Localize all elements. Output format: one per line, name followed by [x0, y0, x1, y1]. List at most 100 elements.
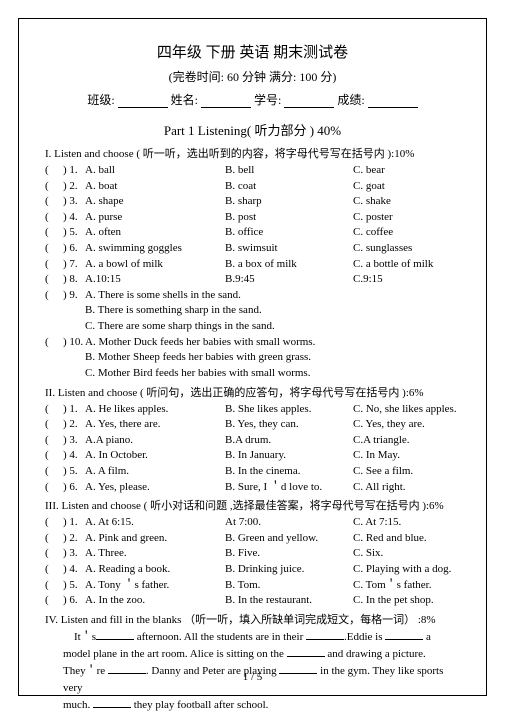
opt-c: C. Red and blue.: [353, 531, 460, 547]
opt-c: C. No, she likes apples.: [353, 402, 460, 418]
opt-a: A. In the zoo.: [85, 593, 225, 609]
opt-b: B. She likes apples.: [225, 402, 353, 418]
page-footer: 1 / 5: [19, 671, 486, 683]
score-blank[interactable]: [368, 96, 418, 108]
opt-b: B. Yes, they can.: [225, 417, 353, 433]
opt-a: A. A film.: [85, 464, 225, 480]
opt-b: B. post: [225, 210, 353, 226]
paren[interactable]: (: [45, 433, 63, 449]
paren[interactable]: (: [45, 402, 63, 418]
paren[interactable]: (: [45, 241, 63, 257]
opt-b: B. In January.: [225, 448, 353, 464]
qnum: ) 5.: [63, 578, 85, 594]
blank-2[interactable]: [306, 629, 344, 640]
opt-a: A. boat: [85, 179, 225, 195]
q10: () 10.A. Mother Duck feeds her babies wi…: [45, 335, 460, 351]
score-label: 成绩:: [337, 93, 364, 107]
opt-b: B. In the cinema.: [225, 464, 353, 480]
opt-c: C. In the pet shop.: [353, 593, 460, 609]
opt-a: A. In October.: [85, 448, 225, 464]
opt-c: C. At 7:15.: [353, 515, 460, 531]
subtitle: (完卷时间: 60 分钟 满分: 100 分): [45, 68, 460, 85]
paren[interactable]: (: [45, 464, 63, 480]
opt-a: A. Pink and green.: [85, 531, 225, 547]
opt-a: A. often: [85, 225, 225, 241]
opt-a: A. ball: [85, 163, 225, 179]
paren[interactable]: (: [45, 417, 63, 433]
q9: () 9.A. There is some shells in the sand…: [45, 288, 460, 304]
question-row: () 2.A. Pink and green.B. Green and yell…: [45, 531, 460, 547]
question-row: () 5.A. A film.B. In the cinema.C. See a…: [45, 464, 460, 480]
name-blank[interactable]: [201, 96, 251, 108]
q10-c: C. Mother Bird feeds her babies with sma…: [45, 366, 460, 382]
opt-c: C.A triangle.: [353, 433, 460, 449]
opt-a: A. Reading a book.: [85, 562, 225, 578]
qnum: ) 4.: [63, 562, 85, 578]
paren[interactable]: (: [45, 546, 63, 562]
paren[interactable]: (: [45, 272, 63, 288]
opt-c: C. a bottle of milk: [353, 257, 460, 273]
question-list-3: () 1.A. At 6:15.At 7:00.C. At 7:15.() 2.…: [45, 515, 460, 609]
paren[interactable]: (: [45, 210, 63, 226]
paren[interactable]: (: [45, 448, 63, 464]
blank-4[interactable]: [287, 646, 325, 657]
paren[interactable]: (: [45, 593, 63, 609]
question-row: () 2.A. boatB. coatC. goat: [45, 179, 460, 195]
opt-b: B. bell: [225, 163, 353, 179]
paren[interactable]: (: [45, 480, 63, 496]
paren[interactable]: (: [45, 515, 63, 531]
section-1: I. Listen and choose ( 听一听，选出听到的内容，将字母代号…: [45, 145, 460, 161]
opt-a: A. At 6:15.: [85, 515, 225, 531]
opt-b: B. Green and yellow.: [225, 531, 353, 547]
question-row: () 1.A. He likes apples.B. She likes app…: [45, 402, 460, 418]
question-row: () 1.A. ballB. bellC. bear: [45, 163, 460, 179]
opt-a: A.10:15: [85, 272, 225, 288]
question-row: () 3.A. shapeB. sharpC. shake: [45, 194, 460, 210]
question-row: () 5.A. Tony ＇s father.B. Tom.C. Tom＇s f…: [45, 578, 460, 594]
qnum: ) 3.: [63, 433, 85, 449]
class-blank[interactable]: [118, 96, 168, 108]
opt-a: A. swimming goggles: [85, 241, 225, 257]
question-row: () 3.A.A piano.B.A drum.C.A triangle.: [45, 433, 460, 449]
qnum: ) 2.: [63, 531, 85, 547]
qnum: ) 6.: [63, 480, 85, 496]
opt-c: C. goat: [353, 179, 460, 195]
opt-b: B. Tom.: [225, 578, 353, 594]
paren[interactable]: (: [45, 562, 63, 578]
opt-b: B. sharp: [225, 194, 353, 210]
blank-7[interactable]: [93, 697, 131, 708]
paren[interactable]: (: [45, 179, 63, 195]
class-label: 班级:: [87, 93, 114, 107]
question-row: () 2.A. Yes, there are.B. Yes, they can.…: [45, 417, 460, 433]
opt-c: C.9:15: [353, 272, 460, 288]
qnum: ) 8.: [63, 272, 85, 288]
paren[interactable]: (: [45, 257, 63, 273]
qnum: ) 1.: [63, 163, 85, 179]
opt-a: A. purse: [85, 210, 225, 226]
question-row: () 6.A. swimming gogglesB. swimsuitC. su…: [45, 241, 460, 257]
paren[interactable]: (: [45, 163, 63, 179]
opt-c: C. All right.: [353, 480, 460, 496]
opt-c: C. bear: [353, 163, 460, 179]
opt-b: B. office: [225, 225, 353, 241]
opt-a: A. Three.: [85, 546, 225, 562]
opt-c: C. poster: [353, 210, 460, 226]
opt-a: A. He likes apples.: [85, 402, 225, 418]
blank-3[interactable]: [385, 629, 423, 640]
qnum: ) 1.: [63, 402, 85, 418]
opt-b: B. Five.: [225, 546, 353, 562]
id-blank[interactable]: [284, 96, 334, 108]
paren[interactable]: (: [45, 578, 63, 594]
opt-b: B. Sure, I ＇d love to.: [225, 480, 353, 496]
opt-a: A. a bowl of milk: [85, 257, 225, 273]
paren[interactable]: (: [45, 194, 63, 210]
opt-b: B. swimsuit: [225, 241, 353, 257]
paren[interactable]: (: [45, 531, 63, 547]
blank-1[interactable]: [96, 629, 134, 640]
page: 四年级 下册 英语 期末测试卷 (完卷时间: 60 分钟 满分: 100 分) …: [18, 18, 487, 696]
opt-a: A. shape: [85, 194, 225, 210]
q9-c: C. There are some sharp things in the sa…: [45, 319, 460, 335]
opt-b: B. a box of milk: [225, 257, 353, 273]
paren[interactable]: (: [45, 225, 63, 241]
qnum: ) 3.: [63, 546, 85, 562]
